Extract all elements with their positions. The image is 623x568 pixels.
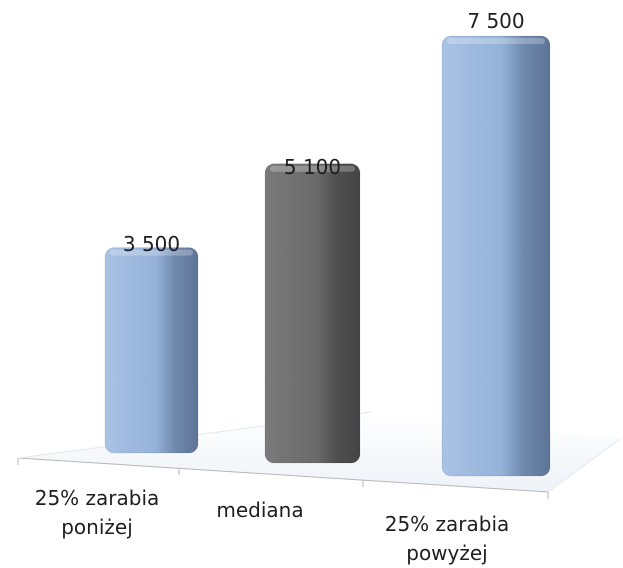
value-label: 7 500 xyxy=(467,9,524,33)
value-label: 3 500 xyxy=(123,232,180,256)
value-label: 5 100 xyxy=(284,155,341,179)
category-label: 25% zarabia powyżej xyxy=(384,512,510,565)
bar xyxy=(264,163,361,464)
category-label: 25% zarabia poniżej xyxy=(34,486,160,539)
bars-group xyxy=(104,35,551,477)
bar-highlight xyxy=(447,38,545,44)
bar xyxy=(441,35,551,477)
bar-highlight xyxy=(110,249,193,256)
category-label: mediana xyxy=(216,498,304,522)
bar-highlight xyxy=(270,165,355,172)
x-axis-line xyxy=(17,457,549,493)
value-labels-group: 3 500 5 100 7 500 xyxy=(123,9,525,256)
floor-side-edge xyxy=(547,438,621,493)
bar xyxy=(104,247,199,454)
